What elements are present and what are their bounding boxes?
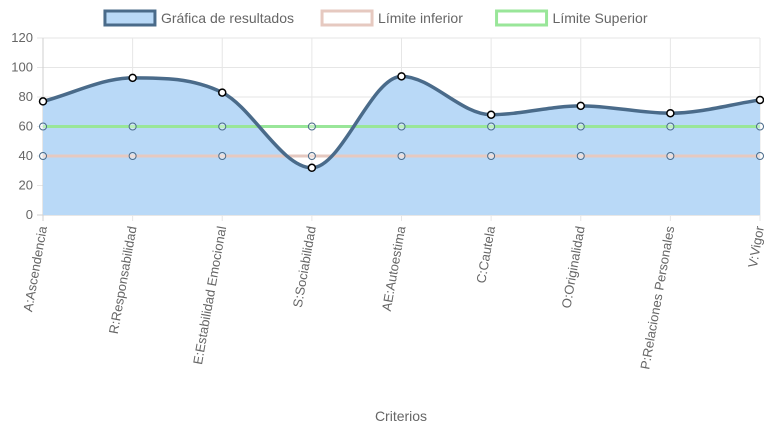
point-grafica-de-resultados-o-originalidad[interactable] bbox=[576, 101, 585, 111]
point-grafica-de-resultados-r-responsabilidad[interactable] bbox=[128, 73, 137, 83]
legend-swatch-grafica-de-resultados bbox=[103, 9, 157, 27]
legend-item-limite-superior[interactable]: Límite Superior bbox=[495, 9, 648, 27]
point-limite-superior-ae-autoestima[interactable] bbox=[397, 122, 406, 131]
legend-item-grafica-de-resultados[interactable]: Gráfica de resultados bbox=[103, 9, 294, 27]
x-tick-label-s-sociabilidad: S:Sociabilidad bbox=[290, 225, 319, 309]
point-limite-superior-a-ascendencia[interactable] bbox=[39, 122, 47, 131]
legend-label-limite-inferior: Límite inferior bbox=[378, 10, 463, 26]
point-limite-inferior-o-originalidad[interactable] bbox=[576, 152, 585, 160]
x-tick-label-c-cautela: C:Cautela bbox=[473, 224, 498, 284]
x-tick-label-p-relaciones-personales: P:Relaciones Personales bbox=[637, 224, 677, 370]
point-limite-superior-v-vigor[interactable] bbox=[756, 122, 764, 131]
series-line-grafica-de-resultados bbox=[42, 74, 761, 170]
point-limite-inferior-s-sociabilidad[interactable] bbox=[307, 152, 316, 160]
legend-item-limite-inferior[interactable]: Límite inferior bbox=[320, 9, 463, 27]
x-axis-title: Criterios bbox=[375, 408, 427, 424]
x-tick-label-a-ascendencia: A:Ascendencia bbox=[20, 224, 50, 313]
point-limite-inferior-c-cautela[interactable] bbox=[487, 152, 496, 160]
point-limite-inferior-a-ascendencia[interactable] bbox=[39, 152, 47, 160]
series-points bbox=[38, 72, 764, 173]
y-tick-label: 100 bbox=[11, 60, 33, 75]
y-tick-label: 80 bbox=[19, 89, 33, 104]
point-limite-superior-c-cautela[interactable] bbox=[487, 122, 496, 131]
y-tick-label: 60 bbox=[19, 119, 33, 134]
legend-label-limite-superior: Límite Superior bbox=[553, 10, 648, 26]
y-tick-label: 120 bbox=[11, 30, 33, 45]
point-limite-inferior-v-vigor[interactable] bbox=[756, 152, 764, 160]
point-limite-superior-e-estabilidad-emocional[interactable] bbox=[218, 122, 227, 131]
legend-swatch-limite-superior bbox=[495, 9, 549, 27]
point-limite-superior-r-responsabilidad[interactable] bbox=[128, 122, 137, 131]
legend: Gráfica de resultados Límite inferior Lími… bbox=[103, 9, 648, 27]
point-grafica-de-resultados-p-relaciones-personales[interactable] bbox=[666, 108, 675, 118]
point-limite-superior-o-originalidad[interactable] bbox=[576, 122, 585, 131]
y-tick-label: 0 bbox=[26, 207, 33, 222]
x-tick-label-r-responsabilidad: R:Responsabilidad bbox=[106, 225, 140, 335]
point-grafica-de-resultados-c-cautela[interactable] bbox=[486, 110, 496, 119]
point-grafica-de-resultados-ae-autoestima[interactable] bbox=[397, 72, 406, 81]
x-tick-label-e-estabilidad-emocional: E:Estabilidad Emocional bbox=[190, 225, 229, 366]
point-limite-superior-s-sociabilidad[interactable] bbox=[307, 122, 316, 131]
point-limite-inferior-ae-autoestima[interactable] bbox=[397, 152, 406, 160]
x-tick-label-o-originalidad: O:Originalidad bbox=[559, 225, 588, 309]
x-tick-label-v-vigor: V:Vigor bbox=[745, 224, 764, 269]
area-grafica-de-resultados bbox=[43, 76, 760, 215]
point-limite-inferior-p-relaciones-personales[interactable] bbox=[666, 152, 675, 160]
point-grafica-de-resultados-v-vigor[interactable] bbox=[755, 95, 764, 105]
legend-label-grafica-de-resultados: Gráfica de resultados bbox=[161, 10, 294, 26]
point-limite-inferior-r-responsabilidad[interactable] bbox=[128, 152, 137, 160]
y-tick-label: 40 bbox=[19, 148, 33, 163]
point-grafica-de-resultados-a-ascendencia[interactable] bbox=[38, 97, 48, 106]
point-grafica-de-resultados-e-estabilidad-emocional[interactable] bbox=[218, 88, 227, 97]
point-grafica-de-resultados-s-sociabilidad[interactable] bbox=[307, 163, 317, 173]
area-fill bbox=[43, 76, 760, 215]
x-tick-label-ae-autoestima: AE:Autoestima bbox=[379, 224, 409, 312]
series-lines bbox=[42, 74, 761, 170]
point-limite-superior-p-relaciones-personales[interactable] bbox=[666, 122, 675, 131]
point-limite-inferior-e-estabilidad-emocional[interactable] bbox=[218, 152, 227, 160]
legend-swatch-limite-inferior bbox=[320, 9, 374, 27]
y-tick-label: 20 bbox=[19, 178, 33, 193]
